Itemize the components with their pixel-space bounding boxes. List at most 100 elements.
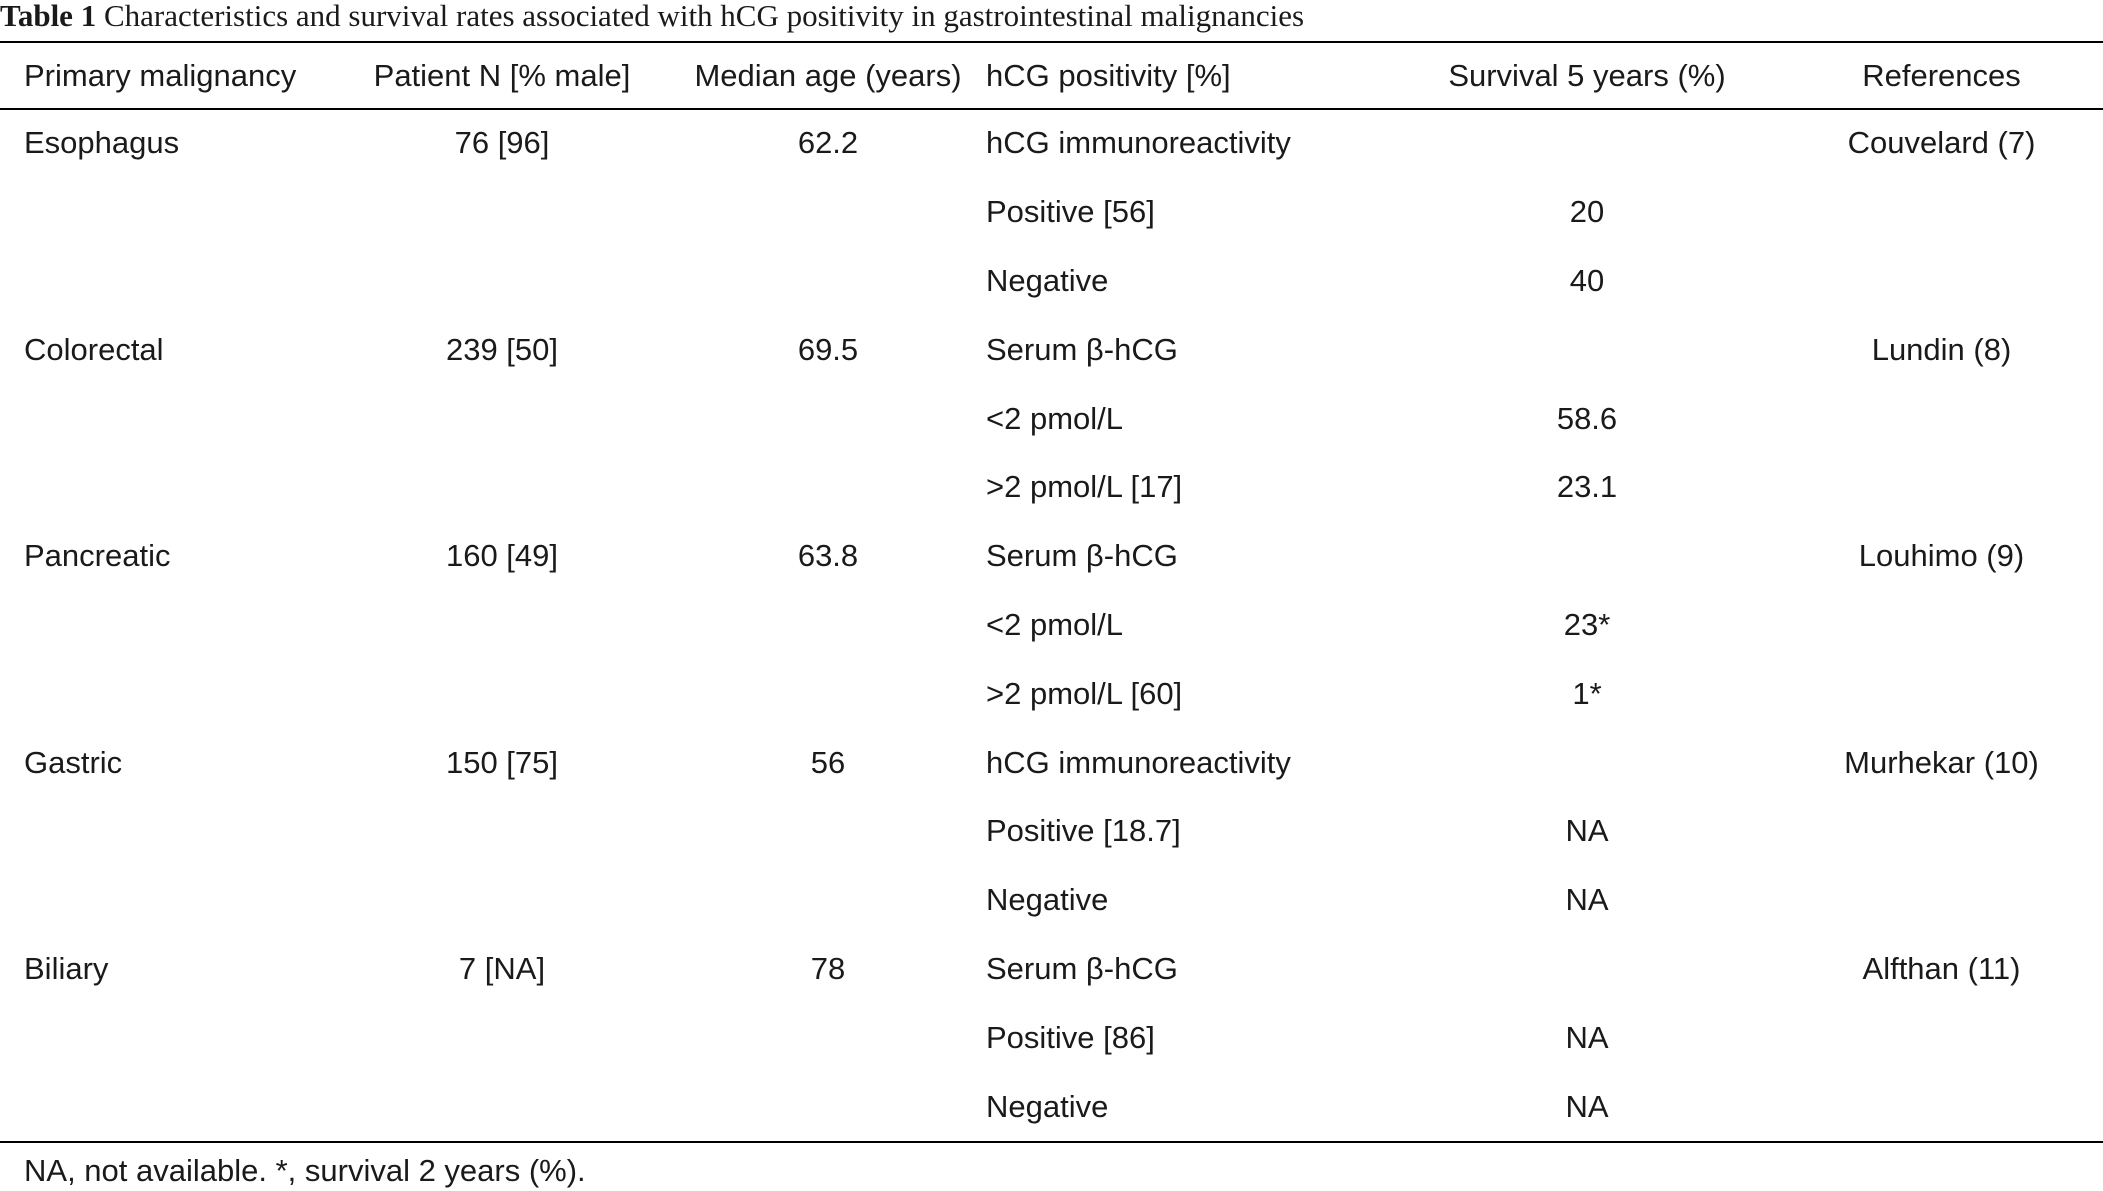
cell-malignancy	[0, 1003, 334, 1072]
table-row: Pancreatic 160 [49] 63.8 Serum β-hCG Louhimo…	[0, 522, 2103, 591]
cell-median-age	[670, 384, 986, 453]
cell-median-age	[670, 247, 986, 316]
cell-hcg-positivity: hCG immunoreactivity	[986, 125, 1291, 161]
cell-hcg-positivity: Negative	[986, 882, 1109, 918]
cell-survival: 20	[1569, 194, 1605, 230]
cell-reference	[1780, 1003, 2103, 1072]
cell-hcg-positivity: hCG immunoreactivity	[986, 744, 1291, 780]
cell-reference: Couvelard (7)	[1847, 125, 2036, 161]
header-rule	[0, 108, 2103, 110]
cell-malignancy: Biliary	[24, 950, 109, 986]
cell-survival: NA	[1565, 1019, 1609, 1055]
cell-patient-n	[334, 1072, 670, 1141]
cell-hcg-positivity: Positive [86]	[986, 1019, 1155, 1055]
table-caption-label: Table 1	[0, 0, 97, 33]
table-caption: Table 1 Characteristics and survival rat…	[0, 0, 1304, 38]
cell-reference: Alfthan (11)	[1862, 950, 2021, 986]
cell-reference: Lundin (8)	[1871, 331, 2012, 367]
cell-median-age: 62.2	[797, 125, 859, 161]
table-row: Negative NA	[0, 866, 2103, 935]
cell-malignancy: Gastric	[24, 744, 123, 780]
column-header: Survival 5 years (%)	[1448, 58, 1726, 93]
cell-patient-n: 76 [96]	[454, 125, 550, 161]
table-row: Gastric 150 [75] 56 hCG immunoreactivity Mur…	[0, 728, 2103, 797]
cell-patient-n	[334, 1003, 670, 1072]
cell-reference: Louhimo (9)	[1858, 538, 2025, 574]
cell-median-age	[670, 797, 986, 866]
cell-hcg-positivity: Positive [56]	[986, 194, 1155, 230]
cell-survival: 58.6	[1556, 400, 1618, 436]
cell-patient-n: 239 [50]	[445, 331, 559, 367]
cell-hcg-positivity: Serum β-hCG	[986, 331, 1178, 367]
cell-median-age	[670, 591, 986, 660]
cell-malignancy	[0, 659, 334, 728]
cell-reference	[1780, 1072, 2103, 1141]
cell-survival: NA	[1565, 882, 1609, 918]
cell-patient-n	[334, 453, 670, 522]
cell-survival	[1394, 109, 1780, 178]
cell-survival	[1394, 522, 1780, 591]
cell-malignancy	[0, 797, 334, 866]
cell-survival: NA	[1565, 1088, 1609, 1124]
cell-malignancy: Pancreatic	[24, 538, 171, 574]
cell-median-age: 63.8	[797, 538, 859, 574]
cell-patient-n	[334, 797, 670, 866]
cell-patient-n	[334, 659, 670, 728]
table-row: Positive [86] NA	[0, 1003, 2103, 1072]
cell-hcg-positivity: <2 pmol/L	[986, 606, 1124, 642]
table-caption-text: Characteristics and survival rates assoc…	[103, 0, 1305, 33]
cell-hcg-positivity: Negative	[986, 1088, 1109, 1124]
column-header: hCG positivity [%]	[986, 58, 1231, 93]
cell-hcg-positivity: Negative	[986, 262, 1109, 298]
cell-reference	[1780, 591, 2103, 660]
cell-median-age	[670, 178, 986, 247]
cell-hcg-positivity: Positive [18.7]	[986, 813, 1181, 849]
table-row: Positive [56] 20	[0, 178, 2103, 247]
cell-patient-n: 150 [75]	[445, 744, 559, 780]
cell-survival	[1394, 728, 1780, 797]
cell-patient-n: 7 [NA]	[458, 950, 546, 986]
table-row: <2 pmol/L 58.6	[0, 384, 2103, 453]
cell-survival: 23.1	[1556, 469, 1618, 505]
cell-hcg-positivity: Serum β-hCG	[986, 538, 1178, 574]
bottom-rule	[0, 1141, 2103, 1143]
cell-hcg-positivity: <2 pmol/L	[986, 400, 1124, 436]
data-table: Primary malignancy Patient N [% male] Me…	[0, 43, 2103, 1141]
cell-patient-n	[334, 384, 670, 453]
cell-malignancy	[0, 1072, 334, 1141]
cell-reference	[1780, 453, 2103, 522]
cell-survival: 40	[1569, 262, 1605, 298]
table-row: >2 pmol/L [60] 1*	[0, 659, 2103, 728]
cell-hcg-positivity: Serum β-hCG	[986, 950, 1178, 986]
cell-malignancy	[0, 453, 334, 522]
column-header: Primary malignancy	[24, 58, 297, 93]
cell-reference	[1780, 659, 2103, 728]
cell-malignancy: Esophagus	[24, 125, 180, 161]
cell-median-age	[670, 866, 986, 935]
cell-reference	[1780, 384, 2103, 453]
cell-reference: Murhekar (10)	[1844, 744, 2039, 780]
cell-survival: 23*	[1563, 606, 1611, 642]
cell-survival: 1*	[1572, 675, 1602, 711]
table-row: Negative NA	[0, 1072, 2103, 1141]
cell-patient-n	[334, 247, 670, 316]
cell-malignancy	[0, 384, 334, 453]
cell-malignancy	[0, 247, 334, 316]
table-row: <2 pmol/L 23*	[0, 591, 2103, 660]
table-row: Biliary 7 [NA] 78 Serum β-hCG Alfthan (11)	[0, 935, 2103, 1004]
cell-median-age: 56	[810, 744, 846, 780]
cell-median-age	[670, 1072, 986, 1141]
column-header: References	[1862, 58, 2021, 93]
table-footnote: NA, not available. *, survival 2 years (…	[24, 1153, 586, 1188]
cell-survival	[1394, 315, 1780, 384]
table-row: Esophagus 76 [96] 62.2 hCG immunoreactivity…	[0, 109, 2103, 178]
cell-median-age	[670, 1003, 986, 1072]
cell-hcg-positivity: >2 pmol/L [17]	[986, 469, 1183, 505]
cell-hcg-positivity: >2 pmol/L [60]	[986, 675, 1183, 711]
cell-patient-n: 160 [49]	[445, 538, 559, 574]
table-row: >2 pmol/L [17] 23.1	[0, 453, 2103, 522]
cell-median-age: 69.5	[797, 331, 859, 367]
cell-patient-n	[334, 866, 670, 935]
cell-patient-n	[334, 178, 670, 247]
